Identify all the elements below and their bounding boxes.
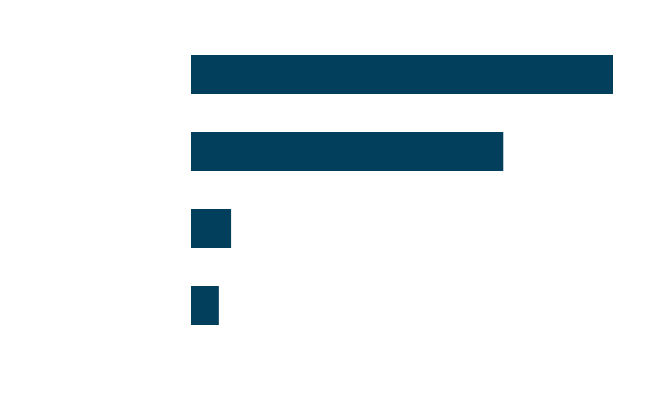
bar (191, 55, 613, 94)
bar (191, 286, 219, 325)
bar (191, 132, 504, 171)
bar (191, 209, 232, 248)
